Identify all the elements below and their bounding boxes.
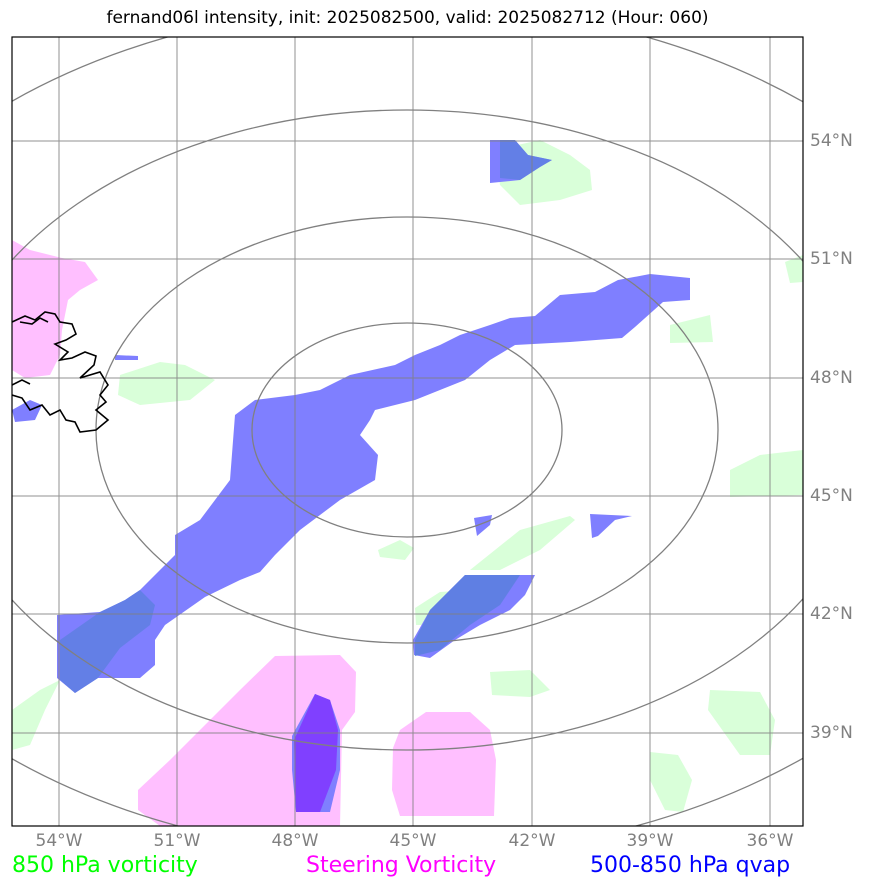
legend-vorticity-850: 850 hPa vorticity [12,853,198,878]
lon-label-54w: 54°W [35,831,83,851]
lat-label-45n: 45°N [810,486,853,506]
lat-label-54n: 54°N [810,131,853,151]
coastline [12,311,110,433]
lat-label-48n: 48°N [810,368,853,388]
map-frame [11,36,804,827]
lon-label-39w: 39°W [626,831,674,851]
map-title: fernand06l intensity, init: 2025082500, … [106,8,709,28]
lon-label-36w: 36°W [746,831,794,851]
vorticity-850-patches [12,140,803,826]
legend-qvap: 500-850 hPa qvap [590,853,791,878]
graticule [12,37,803,826]
lat-label-51n: 51°N [810,249,853,269]
lon-label-45w: 45°W [389,831,437,851]
lon-label-42w: 42°W [508,831,556,851]
lat-label-42n: 42°N [810,604,853,624]
lat-label-39n: 39°N [810,723,853,743]
legend-steering-vorticity: Steering Vorticity [306,853,497,878]
lon-label-51w: 51°W [153,831,201,851]
lon-label-48w: 48°W [271,831,319,851]
qvap-overlap-patches [60,140,552,812]
